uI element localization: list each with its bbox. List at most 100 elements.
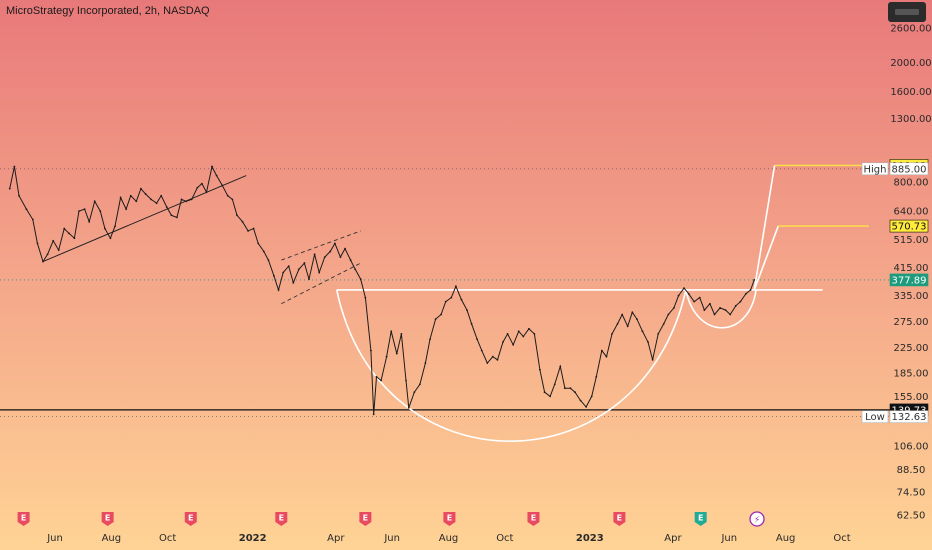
price-tag-text: High	[864, 164, 887, 175]
price-point	[543, 391, 546, 394]
price-point	[176, 216, 178, 219]
price-point	[506, 333, 509, 335]
earnings-marker-icon: E	[184, 512, 197, 526]
price-point	[698, 296, 701, 299]
price-point	[739, 300, 742, 303]
price-point	[470, 322, 473, 325]
price-point	[155, 202, 158, 205]
price-label-text: 132.63	[892, 412, 927, 423]
price-point	[114, 225, 116, 228]
price-label-text: 885.00	[892, 164, 927, 175]
price-label-377-89: 377.89	[889, 273, 929, 286]
price-point	[460, 298, 463, 301]
x-tick-label: 2023	[576, 533, 604, 544]
price-point	[636, 318, 638, 321]
earnings-marker-letter: E	[363, 514, 368, 523]
y-tick-label: 275.00	[894, 317, 929, 328]
price-point	[450, 296, 453, 299]
earnings-marker-shape	[17, 512, 30, 526]
price-point	[67, 232, 70, 235]
price-point	[390, 330, 393, 333]
x-tick-label: Apr	[664, 533, 682, 544]
cup-curve	[335, 289, 687, 442]
price-point	[13, 165, 16, 168]
price-point	[370, 349, 372, 352]
price-point	[241, 220, 244, 223]
price-point	[486, 362, 489, 364]
price-point	[662, 322, 665, 325]
price-point	[8, 187, 11, 190]
price-point	[200, 182, 203, 185]
price-point	[539, 368, 541, 371]
price-point	[413, 391, 416, 394]
earnings-marker-letter: E	[447, 514, 452, 523]
price-tag-box	[861, 162, 889, 176]
price-point	[226, 194, 229, 197]
y-tick-label: 74.50	[897, 488, 926, 499]
earnings-marker-shape	[694, 512, 707, 526]
earnings-marker-shape	[184, 512, 197, 526]
price-point	[103, 227, 106, 230]
price-point	[734, 304, 737, 307]
price-point	[282, 271, 285, 274]
y-tick-label: 515.00	[894, 235, 929, 246]
price-point	[267, 259, 270, 261]
price-point	[574, 391, 576, 394]
price-point	[626, 325, 629, 328]
price-point	[641, 330, 644, 333]
price-point	[709, 302, 711, 305]
price-point	[211, 165, 213, 168]
price-point	[380, 379, 382, 382]
split-marker-icon	[749, 511, 765, 527]
price-point	[616, 322, 619, 325]
price-point	[496, 358, 499, 361]
price-point	[621, 313, 624, 316]
x-tick-label: Aug	[439, 533, 459, 544]
earnings-marker-shape	[443, 512, 456, 526]
earnings-marker-shape	[275, 512, 288, 526]
price-point	[31, 218, 34, 221]
price-point	[262, 250, 265, 253]
earnings-marker-icon: E	[359, 512, 372, 526]
price-label-text: 570.73	[892, 222, 927, 233]
price-point	[125, 208, 128, 210]
earnings-marker-icon: E	[527, 512, 540, 526]
price-point	[205, 191, 208, 194]
x-tick-label: Oct	[496, 533, 513, 544]
price-point	[631, 311, 634, 314]
x-tick-label: 2022	[239, 533, 267, 544]
price-point	[292, 281, 295, 284]
price-point	[677, 294, 680, 297]
price-tag-box	[861, 410, 889, 424]
annotations-layer	[0, 164, 890, 442]
price-point	[73, 237, 76, 240]
price-point	[713, 313, 716, 316]
y-tick-label: 2000.00	[890, 58, 931, 69]
price-point	[63, 227, 66, 230]
price-label-text: 377.89	[892, 275, 927, 286]
price-label-box	[889, 219, 929, 233]
earnings-marker-shape	[101, 512, 114, 526]
price-label-box	[889, 162, 929, 176]
price-point	[318, 271, 321, 274]
currency-badge[interactable]	[888, 2, 926, 22]
price-point	[579, 399, 582, 402]
price-point	[372, 413, 375, 416]
price-point	[354, 268, 357, 271]
channel-lower-line	[281, 262, 361, 305]
y-tick-label: 155.00	[894, 392, 929, 403]
price-point	[185, 200, 188, 203]
price-point	[512, 343, 515, 346]
earnings-marker-icon: E	[101, 512, 114, 526]
price-point	[651, 358, 654, 361]
price-point	[687, 292, 690, 295]
price-point	[605, 355, 608, 358]
price-point	[693, 300, 696, 303]
handle-curve	[685, 289, 757, 329]
y-tick-label: 106.00	[894, 441, 929, 452]
projection-rise-2	[753, 225, 780, 291]
x-axis: Jun Aug Oct 2022 Apr Jun Aug Oct 2023 Apr Jun Aug Oc…	[46, 533, 851, 544]
price-point	[533, 333, 536, 335]
